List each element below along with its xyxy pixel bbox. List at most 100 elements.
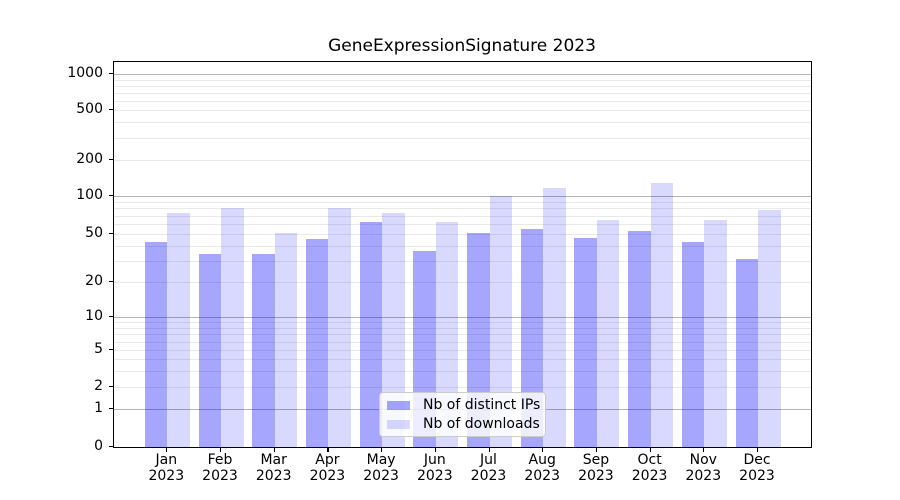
gridline-minor-7 xyxy=(114,334,811,336)
gridline-major-10 xyxy=(114,317,811,318)
y-tick-mark-1000 xyxy=(108,73,113,75)
y-tick-label-200: 200 xyxy=(76,150,103,167)
y-tick-mark-2 xyxy=(108,386,113,388)
x-tick-mark-apr xyxy=(327,447,329,452)
y-tick-label-100: 100 xyxy=(76,187,103,204)
x-tick-mark-dec xyxy=(757,447,759,452)
legend-item-downloads: Nb of downloads xyxy=(387,416,540,432)
gridline-minor-30 xyxy=(114,260,811,262)
bar-distinct-ips-mar xyxy=(252,254,275,447)
legend-label-distinct-ips: Nb of distinct IPs xyxy=(423,397,541,413)
bar-distinct-ips-nov xyxy=(681,241,705,447)
gridline-minor-2 xyxy=(114,387,811,388)
x-tick-label-jun: Jun 2023 xyxy=(416,452,453,484)
bar-downloads-mar xyxy=(274,232,298,447)
gridline-minor-3 xyxy=(114,370,811,372)
gridline-minor-20 xyxy=(114,282,811,283)
gridline-minor-5 xyxy=(114,350,811,352)
x-tick-mark-oct xyxy=(649,447,651,452)
gridline-minor-500 xyxy=(114,110,811,112)
bar-downloads-aug xyxy=(543,187,566,447)
bar-downloads-oct xyxy=(650,183,674,447)
gridline-minor-40 xyxy=(114,245,811,247)
legend-swatch-distinct-ips-icon xyxy=(387,400,410,410)
gridline-minor-80 xyxy=(114,208,811,210)
y-tick-mark-10 xyxy=(108,316,113,318)
x-tick-label-jan: Jan 2023 xyxy=(148,452,185,484)
y-tick-label-500: 500 xyxy=(76,101,103,118)
y-tick-label-10: 10 xyxy=(85,308,103,324)
y-tick-label-1: 1 xyxy=(94,400,103,416)
bar-downloads-jul xyxy=(489,196,512,447)
gridline-minor-50 xyxy=(114,233,811,235)
x-tick-mark-sep xyxy=(595,447,598,452)
gridline-minor-70 xyxy=(114,215,811,217)
bar-distinct-ips-feb xyxy=(198,254,221,447)
x-tick-mark-feb xyxy=(220,447,222,452)
y-tick-mark-20 xyxy=(108,281,113,283)
x-tick-mark-may xyxy=(381,447,383,452)
gridline-minor-8 xyxy=(114,327,811,329)
bar-distinct-ips-sep xyxy=(574,238,597,447)
x-tick-label-mar: Mar 2023 xyxy=(255,452,292,484)
legend-label-downloads: Nb of downloads xyxy=(423,416,540,432)
x-tick-mark-jul xyxy=(488,447,490,452)
gridline-minor-6 xyxy=(114,341,811,343)
x-tick-mark-jan xyxy=(166,447,168,452)
x-tick-label-apr: Apr 2023 xyxy=(309,452,346,484)
gridline-minor-60 xyxy=(114,223,811,225)
bar-downloads-dec xyxy=(758,209,781,447)
gridline-minor-600 xyxy=(114,100,811,102)
bar-downloads-feb xyxy=(221,208,244,447)
x-tick-label-jul: Jul 2023 xyxy=(470,452,507,484)
gridline-minor-900 xyxy=(114,79,811,81)
y-tick-mark-5 xyxy=(108,349,113,351)
y-tick-mark-0 xyxy=(108,446,113,448)
gridline-minor-90 xyxy=(114,202,811,203)
gridline-major-100 xyxy=(114,196,811,198)
bar-downloads-may xyxy=(382,212,405,447)
x-tick-mark-jun xyxy=(434,447,436,452)
plot-area xyxy=(113,61,812,448)
y-tick-mark-1 xyxy=(108,408,113,410)
gridline-minor-4 xyxy=(114,359,811,361)
legend-swatch-downloads-icon xyxy=(387,419,410,429)
gridline-minor-300 xyxy=(114,137,811,139)
y-tick-label-2: 2 xyxy=(94,378,103,394)
x-tick-label-feb: Feb 2023 xyxy=(202,452,238,484)
bar-distinct-ips-oct xyxy=(628,230,651,447)
y-tick-label-0: 0 xyxy=(94,438,103,454)
x-tick-mark-nov xyxy=(703,447,705,452)
bar-distinct-ips-apr xyxy=(305,239,329,447)
bar-downloads-jun xyxy=(435,222,459,447)
bar-downloads-apr xyxy=(328,208,351,447)
y-tick-label-20: 20 xyxy=(85,273,103,289)
y-tick-mark-500 xyxy=(108,109,113,111)
y-tick-mark-50 xyxy=(108,232,113,234)
y-tick-label-5: 5 xyxy=(94,341,103,358)
gridline-minor-700 xyxy=(114,92,811,94)
x-tick-label-sep: Sep 2023 xyxy=(578,452,614,484)
y-tick-label-1000: 1000 xyxy=(67,65,103,81)
gridline-minor-200 xyxy=(114,159,811,161)
x-tick-mark-aug xyxy=(542,447,544,452)
x-tick-label-oct: Oct 2023 xyxy=(631,452,668,484)
x-tick-label-may: May 2023 xyxy=(363,452,399,484)
gridline-minor-9 xyxy=(114,322,811,324)
y-tick-mark-200 xyxy=(108,158,113,160)
x-tick-mark-mar xyxy=(273,447,275,452)
bar-distinct-ips-jan xyxy=(144,241,168,447)
bar-downloads-jan xyxy=(167,212,190,447)
y-tick-mark-100 xyxy=(108,195,113,197)
legend: Nb of distinct IPs Nb of downloads xyxy=(379,392,546,437)
x-tick-label-dec: Dec 2023 xyxy=(739,452,775,484)
x-tick-label-nov: Nov 2023 xyxy=(685,452,722,484)
gridline-minor-800 xyxy=(114,85,811,87)
bar-downloads-nov xyxy=(704,220,727,447)
legend-item-distinct-ips: Nb of distinct IPs xyxy=(387,397,541,413)
y-tick-label-50: 50 xyxy=(85,224,103,241)
gridline-minor-400 xyxy=(114,122,811,124)
bar-distinct-ips-may xyxy=(359,222,383,447)
bar-downloads-sep xyxy=(596,220,620,447)
